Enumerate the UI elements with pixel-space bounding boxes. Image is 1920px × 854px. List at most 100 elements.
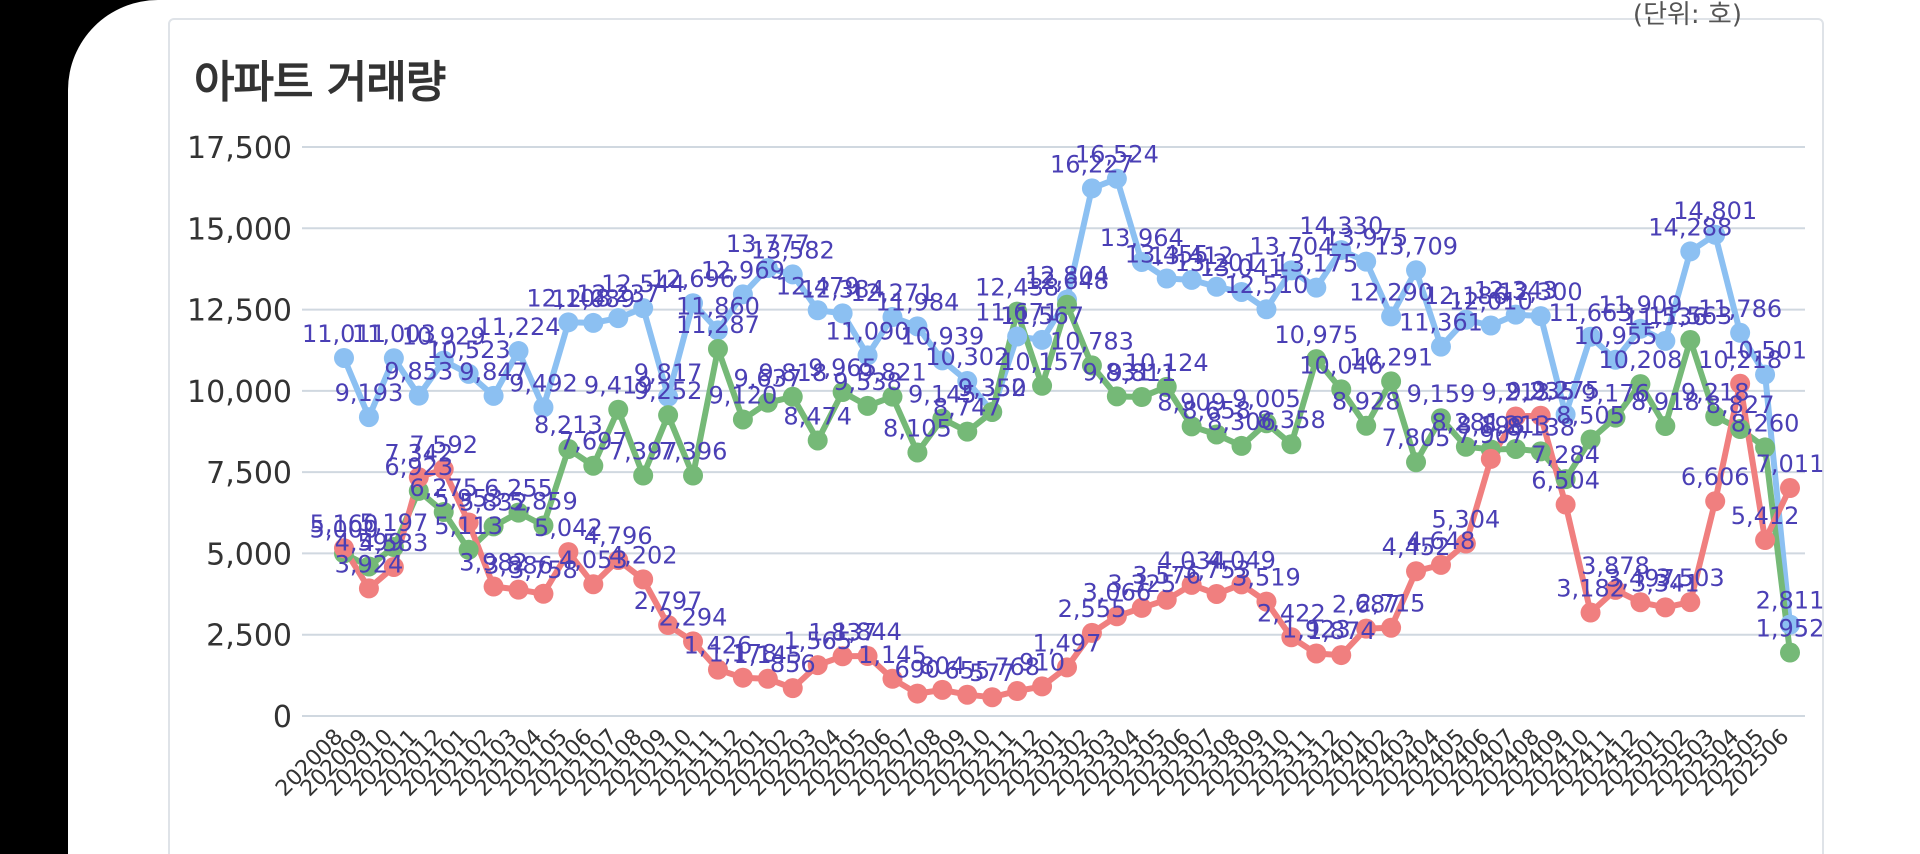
data-label: 9,817 (634, 359, 703, 387)
data-label: 10,523 (427, 336, 511, 364)
data-label: 14,288 (1648, 213, 1732, 241)
data-label: 1,844 (833, 618, 902, 646)
data-label: 10,157 (1000, 348, 1084, 376)
data-label: 7,284 (1531, 441, 1600, 469)
data-label: 16,227 (1050, 150, 1134, 178)
data-label: 12,696 (651, 265, 735, 293)
data-point-s1 (383, 537, 404, 558)
data-label: 9,275 (1531, 376, 1600, 404)
data-point-s0 (1555, 404, 1576, 425)
data-point-s1 (1580, 429, 1601, 450)
data-label: 8,909 (1157, 388, 1226, 416)
data-point-s1 (1505, 438, 1526, 459)
data-label: 5,197 (360, 509, 429, 537)
data-point-s0 (608, 308, 629, 329)
data-point-s1 (1705, 406, 1726, 427)
data-point-s0 (1156, 268, 1177, 289)
data-point-s0 (1231, 281, 1252, 302)
data-label: 4,648 (1407, 527, 1476, 555)
data-point-s0 (882, 307, 903, 328)
data-point-s1 (932, 408, 953, 429)
data-point-s2 (1480, 448, 1501, 469)
data-point-s2 (1655, 597, 1676, 618)
data-point-s0 (1655, 330, 1676, 351)
data-label: 3,753 (1182, 556, 1251, 584)
data-point-s0 (1780, 614, 1800, 635)
data-label: 9,965 (808, 354, 877, 382)
data-label: 11,671 (975, 299, 1059, 327)
data-label: 13,201 (1175, 249, 1259, 277)
data-point-s0 (1580, 326, 1601, 347)
data-label: 8,281 (1432, 409, 1501, 437)
data-point-s1 (1730, 418, 1751, 439)
data-label: 8,138 (1506, 413, 1575, 441)
data-label: 12,648 (1025, 267, 1109, 295)
data-point-s1 (982, 401, 1003, 422)
data-point-s1 (1206, 424, 1227, 445)
data-label: 11,011 (302, 320, 386, 348)
data-label: 9,235 (1506, 378, 1575, 406)
data-point-s1 (658, 405, 679, 426)
data-label: 1,952 (1756, 615, 1825, 643)
data-label: 3,924 (335, 550, 404, 578)
data-point-s2 (982, 687, 1003, 708)
data-point-s2 (732, 667, 753, 688)
data-point-s0 (408, 385, 429, 406)
data-label: 11,361 (1399, 309, 1483, 337)
data-label: 11,563 (1648, 302, 1732, 330)
data-label: 10,955 (1573, 322, 1657, 350)
data-label: 5,832 (459, 488, 528, 516)
data-point-s2 (782, 678, 803, 699)
data-label: 2,294 (659, 603, 728, 631)
data-point-s0 (907, 316, 928, 337)
data-point-s1 (583, 455, 604, 476)
data-label: 12,271 (850, 279, 934, 307)
data-label: 5,113 (434, 512, 503, 540)
data-label: 11,984 (875, 288, 959, 316)
data-label: 6,255 (484, 475, 553, 503)
data-point-s2 (483, 576, 504, 597)
data-point-s1 (907, 442, 928, 463)
data-label: 7,396 (659, 438, 728, 466)
data-point-s1 (1381, 371, 1402, 392)
data-label: 8,213 (1481, 411, 1550, 439)
data-point-s1 (957, 421, 978, 442)
data-label: 8,105 (883, 414, 952, 442)
data-point-s0 (1181, 269, 1202, 290)
data-label: 12,290 (1349, 278, 1433, 306)
data-label: 13,975 (1324, 224, 1408, 252)
data-label: 13,412 (1150, 242, 1234, 270)
data-label: 3,519 (1232, 564, 1301, 592)
data-point-s2 (1406, 561, 1427, 582)
data-label: 10,124 (1125, 349, 1209, 377)
data-point-s2 (1156, 589, 1177, 610)
data-point-s2 (957, 684, 978, 705)
data-label: 8,474 (783, 402, 852, 430)
data-label: 11,287 (676, 311, 760, 339)
data-label: 12,010 (1449, 288, 1533, 316)
data-label: 14,330 (1299, 212, 1383, 240)
data-point-s0 (1630, 318, 1651, 339)
data-label: 9,193 (335, 379, 404, 407)
data-label: 9,218 (1681, 378, 1750, 406)
data-label: 9,847 (459, 358, 528, 386)
data-label: 3,497 (1606, 564, 1675, 592)
data-label: 12,343 (1474, 277, 1558, 305)
data-point-s1 (857, 395, 878, 416)
y-tick-label: 0 (273, 700, 292, 735)
y-tick-label: 12,500 (187, 294, 292, 329)
data-point-s0 (757, 258, 778, 279)
data-label: 9,159 (1407, 380, 1476, 408)
data-point-s2 (683, 631, 704, 652)
data-label: 7,697 (559, 428, 628, 456)
data-point-s2 (1555, 494, 1576, 515)
data-point-s2 (1505, 406, 1526, 427)
data-point-s2 (1680, 592, 1701, 613)
data-point-s1 (1057, 294, 1077, 315)
data-point-s1 (807, 430, 828, 451)
data-label: 14,801 (1673, 197, 1757, 225)
data-point-s2 (1256, 591, 1277, 612)
chart-title: 아파트 거래량 (194, 57, 446, 108)
data-point-s2 (1730, 373, 1751, 394)
data-point-s1 (1780, 642, 1800, 663)
